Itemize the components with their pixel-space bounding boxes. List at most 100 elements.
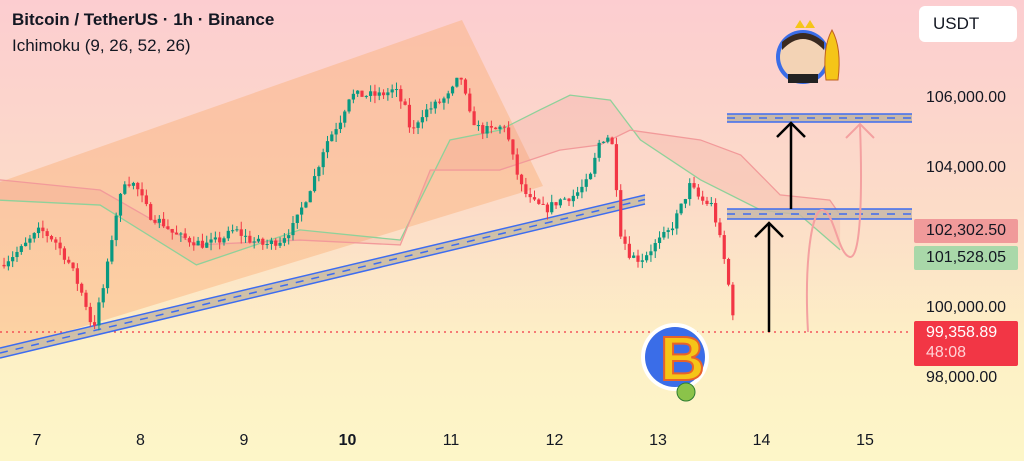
candle <box>666 227 670 239</box>
candle <box>213 231 217 243</box>
candle <box>209 232 213 251</box>
candle-body <box>222 238 226 243</box>
candle <box>558 198 562 208</box>
candle <box>709 197 713 207</box>
candle-body <box>312 176 317 192</box>
price-tick: 98,000.00 <box>926 369 998 386</box>
ichimoku-cloud <box>0 94 841 266</box>
time-tick: 10 <box>338 432 357 449</box>
candle-body <box>325 141 330 153</box>
candle-body <box>196 240 200 246</box>
currency-selector[interactable]: USDT <box>919 6 1017 42</box>
candle-body <box>105 261 110 289</box>
candle <box>597 139 601 162</box>
candle-body <box>489 126 493 128</box>
candle-body <box>588 173 593 180</box>
candle-body <box>261 238 265 245</box>
candle-body <box>416 122 420 128</box>
candle-body <box>174 232 179 235</box>
candle-body <box>412 127 416 129</box>
candle-body <box>287 235 291 239</box>
candle <box>726 257 731 287</box>
candle-body <box>123 184 127 194</box>
candle-body <box>265 243 269 245</box>
candle <box>265 239 269 249</box>
candle-body <box>455 77 459 87</box>
candle <box>325 135 330 159</box>
candle-body <box>19 246 23 252</box>
candle <box>463 78 468 96</box>
candle <box>494 126 498 130</box>
candle-body <box>420 117 424 123</box>
candle <box>731 282 735 321</box>
candle <box>438 98 442 105</box>
candle-body <box>649 251 653 256</box>
candle-body <box>584 179 588 187</box>
arrow-up-lower[interactable] <box>754 221 784 332</box>
candle <box>386 88 390 101</box>
candle <box>369 85 373 102</box>
candle <box>127 176 131 188</box>
candle-body <box>554 202 558 206</box>
candle <box>300 201 304 222</box>
time-tick: 9 <box>239 432 249 449</box>
candle <box>235 226 239 232</box>
candle-body <box>226 230 230 239</box>
candle-body <box>481 125 485 134</box>
candle <box>446 90 450 104</box>
resistance-zone-upper[interactable] <box>727 113 912 123</box>
last-price-value: 99,358.89 <box>926 324 998 341</box>
candle <box>41 220 45 239</box>
chart-title: Bitcoin / TetherUS · 1h · Binance <box>12 10 275 29</box>
candle <box>563 196 567 200</box>
candle <box>308 190 312 203</box>
candle <box>619 184 623 240</box>
candle <box>653 239 657 258</box>
candle <box>705 196 709 206</box>
candle <box>593 152 597 178</box>
candle <box>231 224 235 234</box>
candle <box>623 229 627 250</box>
candle <box>524 177 528 198</box>
candle-body <box>347 99 351 112</box>
candle-body <box>144 195 148 205</box>
rising-channel-drawing[interactable] <box>0 20 543 352</box>
candle-body <box>403 101 407 105</box>
candle <box>114 212 118 247</box>
candle <box>485 121 489 139</box>
candle <box>84 289 88 311</box>
indicator-legend[interactable]: Ichimoku (9, 26, 52, 26) <box>12 36 191 55</box>
candle <box>287 229 291 245</box>
candle-body <box>640 260 644 262</box>
candle <box>136 181 140 197</box>
candle-body <box>563 198 567 200</box>
candle-body <box>515 154 519 175</box>
time-tick: 7 <box>32 432 42 449</box>
candle <box>54 237 58 250</box>
resistance-zone-lower[interactable] <box>727 208 912 220</box>
trendline-drawing[interactable] <box>0 194 646 359</box>
candle-body <box>610 137 614 145</box>
candle <box>420 110 424 129</box>
candle <box>71 262 75 272</box>
candle-body <box>550 202 554 213</box>
candle-body <box>166 226 170 229</box>
candle <box>489 120 493 134</box>
candle-body <box>235 229 239 231</box>
candle-body <box>282 238 286 243</box>
candle-body <box>11 257 15 262</box>
candle <box>157 215 161 229</box>
candle <box>334 122 338 142</box>
candle-body <box>476 125 481 127</box>
candle-body <box>252 241 256 243</box>
projected-path-arrow[interactable] <box>805 122 875 333</box>
candle <box>183 228 187 240</box>
arrow-up-upper[interactable] <box>776 121 806 209</box>
time-tick: 15 <box>856 432 874 449</box>
candle <box>722 230 726 264</box>
candle-body <box>6 261 10 267</box>
candle-body <box>2 264 6 267</box>
candle <box>278 237 282 249</box>
candle-body <box>213 237 217 240</box>
